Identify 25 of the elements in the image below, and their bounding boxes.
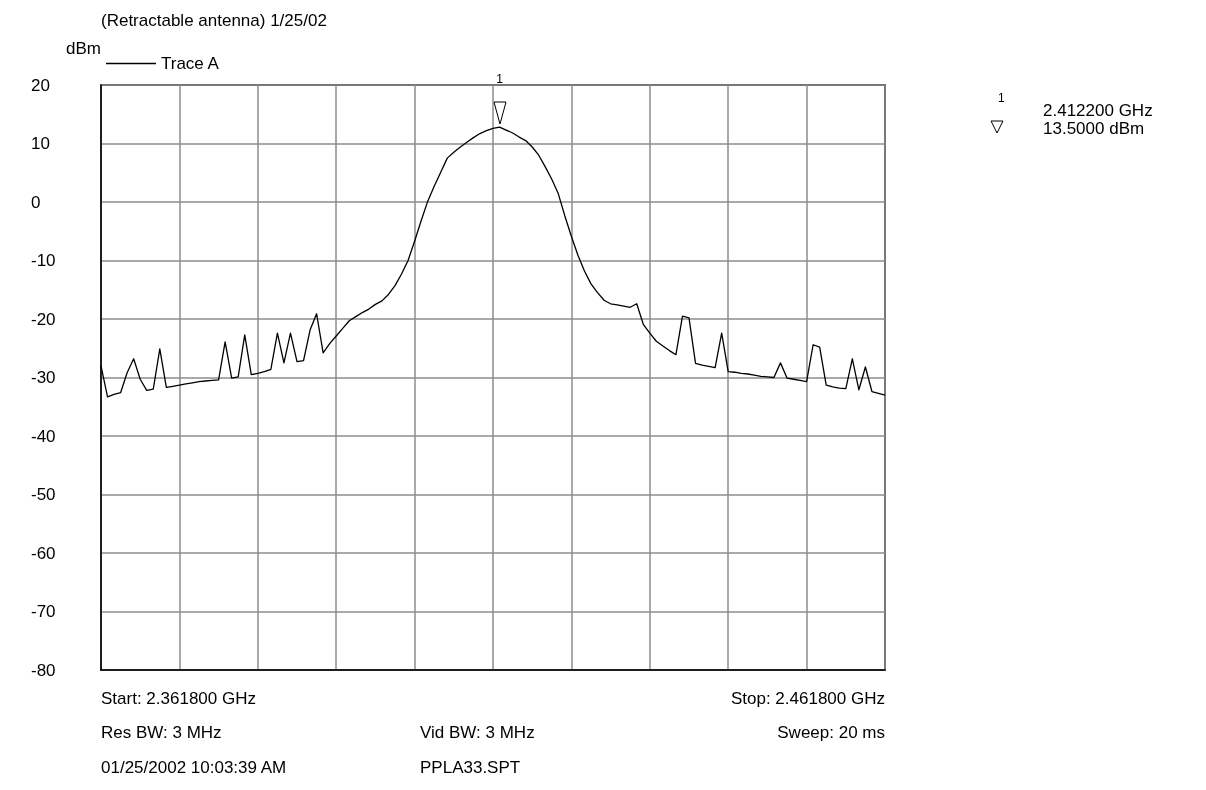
text: Sweep: 20 ms	[777, 722, 886, 742]
y-axis-title: dBm	[66, 39, 101, 58]
text: Stop: 2.461800 GHz	[730, 688, 885, 708]
text: 01/25/2002 10:03:39 AM	[101, 757, 287, 777]
y-tick-label: 10	[31, 134, 50, 153]
legend-label: Trace A	[161, 54, 220, 73]
y-tick-label: -30	[31, 368, 56, 387]
text: 1	[998, 91, 1005, 105]
y-tick-label: -60	[31, 543, 56, 563]
y-tick-label: -40	[31, 426, 56, 446]
y-tick-label: -20	[31, 309, 56, 329]
text: Res BW: 3 MHz	[101, 722, 222, 742]
y-tick-label: -80	[31, 660, 56, 680]
text: 13.5000 dBm	[1043, 118, 1145, 138]
text: Vid BW: 3 MHz	[420, 722, 535, 742]
text: 2.412200 GHz	[1043, 100, 1153, 120]
y-tick-label: -10	[31, 251, 56, 270]
y-tick-label: -70	[31, 602, 56, 621]
text: Start: 2.361800 GHz	[101, 688, 256, 708]
annotation: 1	[495, 72, 504, 86]
y-tick-label: 20	[31, 75, 50, 95]
text: PPLA33.SPT	[420, 757, 521, 777]
y-tick-label: -50	[31, 485, 56, 504]
chart-title: (Retractable antenna) 1/25/02	[101, 11, 327, 30]
y-tick-label: 0	[31, 192, 41, 212]
